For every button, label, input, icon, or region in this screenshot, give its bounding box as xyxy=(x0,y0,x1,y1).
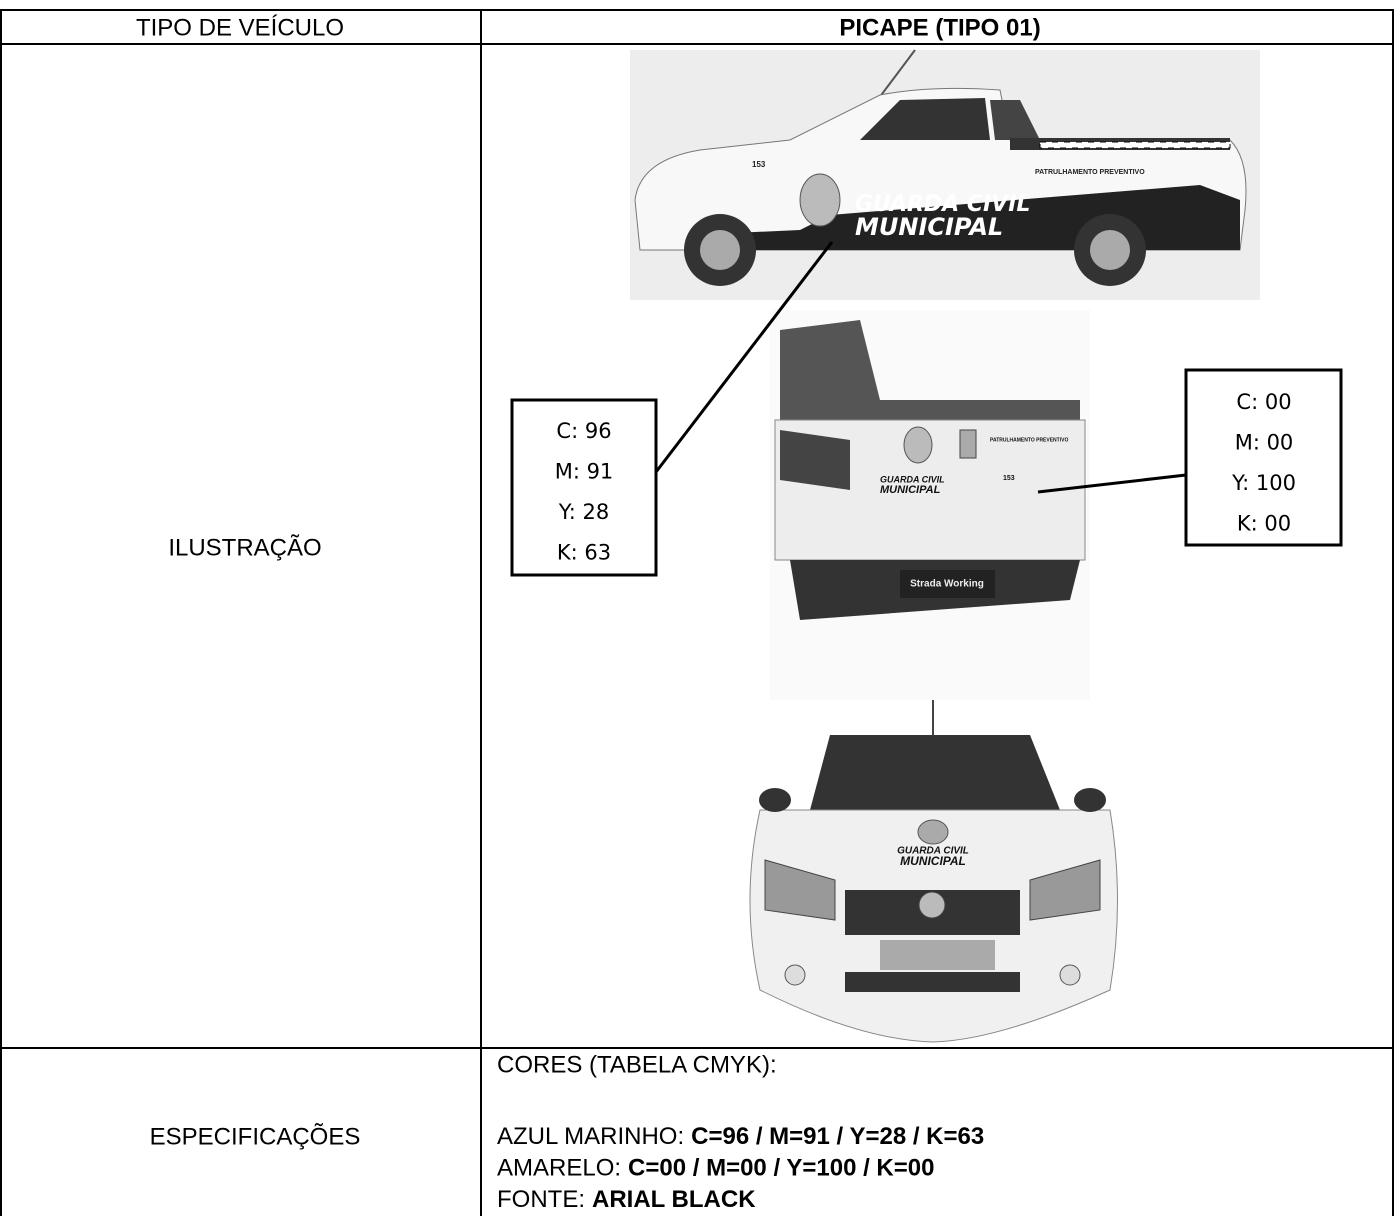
callout-text: K: 00 xyxy=(1237,512,1291,536)
spec-value: C=96 / M=91 / Y=28 / K=63 xyxy=(691,1123,984,1150)
decal-text: Strada Working xyxy=(910,579,984,590)
callout-text: Y: 100 xyxy=(1231,471,1296,495)
header-label: TIPO DE VEÍCULO xyxy=(136,14,344,41)
decal-text: MUNICIPAL xyxy=(855,213,1003,241)
decal-text: MUNICIPAL xyxy=(900,854,966,868)
specifications-label: ESPECIFICAÇÕES xyxy=(150,1122,361,1150)
decal-text: PATRULHAMENTO PREVENTIVO xyxy=(990,437,1068,443)
spec-name: FONTE: xyxy=(497,1186,585,1213)
callout-text: Y: 28 xyxy=(558,500,610,524)
spec-line: AZUL MARINHO: C=96 / M=91 / Y=28 / K=63 xyxy=(497,1123,984,1150)
front-view-image: GUARDA CIVIL MUNICIPAL xyxy=(749,700,1118,1043)
decal-text: PATRULHAMENTO PREVENTIVO xyxy=(1035,169,1145,176)
header-value: PICAPE (TIPO 01) xyxy=(839,14,1040,41)
side-view-image: GUARDA CIVIL MUNICIPAL PATRULHAMENTO PRE… xyxy=(630,49,1260,300)
callout-box xyxy=(510,398,658,577)
illustration-label: ILUSTRAÇÃO xyxy=(168,534,321,561)
decal-text: GUARDA CIVIL xyxy=(897,846,969,857)
decal-text: 153 xyxy=(752,160,766,169)
callout-text: C: 00 xyxy=(1236,390,1291,414)
callout-text: K: 63 xyxy=(557,541,611,565)
spec-line: FONTE: ARIAL BLACK xyxy=(497,1186,756,1213)
callout-box xyxy=(1184,368,1343,547)
decal-text: GUARDA CIVIL xyxy=(880,474,945,484)
decal-text: MUNICIPAL xyxy=(880,484,941,496)
spec-name: AMARELO: xyxy=(497,1155,621,1182)
rear-view-image: Strada Working GUARDA CIVIL MUNICIPAL 15… xyxy=(770,310,1090,700)
callout-lines xyxy=(654,241,1187,494)
decal-text: 153 xyxy=(1003,475,1015,482)
specifications-heading: CORES (TABELA CMYK): xyxy=(497,1051,777,1078)
spec-name: AZUL MARINHO: xyxy=(497,1123,684,1150)
callout-text: C: 96 xyxy=(556,419,611,443)
spec-value: ARIAL BLACK xyxy=(592,1186,756,1213)
spec-value: C=00 / M=00 / Y=100 / K=00 xyxy=(628,1155,934,1182)
callout-text: M: 91 xyxy=(555,460,614,484)
spec-line: AMARELO: C=00 / M=00 / Y=100 / K=00 xyxy=(497,1155,934,1182)
decal-text: GUARDA CIVIL xyxy=(855,192,1030,217)
callout-text: M: 00 xyxy=(1235,431,1294,455)
